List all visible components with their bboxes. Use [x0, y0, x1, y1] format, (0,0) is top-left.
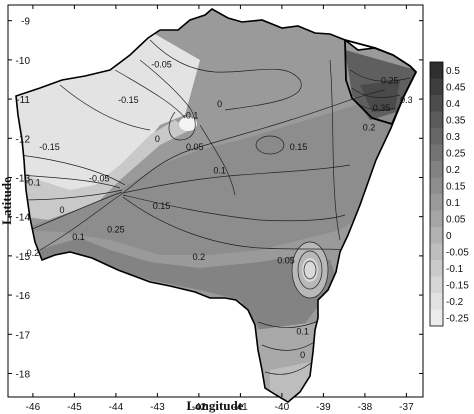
contour-label: 0.25 — [381, 75, 399, 85]
colorbar-swatch — [430, 78, 443, 95]
colorbar-swatch — [430, 243, 443, 260]
contour-label: 0.15 — [290, 142, 308, 152]
contour-label: 0.15 — [153, 201, 171, 211]
colorbar-tick-label: 0.35 — [446, 115, 466, 126]
contour-label: 0.05 — [277, 256, 295, 266]
contour-label: 0.2 — [27, 248, 40, 258]
colorbar-tick-label: 0.05 — [446, 214, 466, 225]
colorbar-tick-label: 0.4 — [446, 99, 460, 110]
colorbar-tick-label: -0.15 — [446, 280, 469, 291]
contour-label: 0.25 — [107, 224, 125, 234]
x-axis-label: Longitude — [186, 398, 243, 413]
y-tick-label: -9 — [21, 17, 30, 28]
colorbar-frame — [429, 61, 444, 327]
contour-label: -0.05 — [151, 60, 172, 70]
colorbar-swatch — [430, 161, 443, 178]
x-tick-label: -42 — [192, 402, 207, 413]
y-tick-label: -14 — [16, 213, 31, 224]
contour-label: 0 — [155, 134, 160, 144]
colorbar-swatch — [430, 276, 443, 293]
x-tick-label: -37 — [399, 402, 414, 413]
x-axis-ticks: -46 -45 -44 -43 -42 -41 -40 -39 -38 -37 — [26, 5, 414, 413]
colorbar-tick-label: 0.15 — [446, 181, 466, 192]
colorbar-tick-label: -0.25 — [446, 313, 469, 324]
colorbar-swatch — [430, 309, 443, 326]
colorbar-swatch — [430, 111, 443, 128]
contour-label: 0.2 — [363, 122, 376, 132]
y-tick-label: -10 — [16, 56, 31, 67]
contour-label: 0 — [300, 350, 305, 360]
contour-label: 0.1 — [296, 326, 309, 336]
colorbar-tick-label: -0.05 — [446, 247, 469, 258]
x-tick-label: -38 — [358, 402, 373, 413]
colorbar-tick-label: 0.3 — [446, 132, 460, 143]
colorbar-tick-label: -0.1 — [446, 264, 464, 275]
y-tick-label: -13 — [16, 173, 31, 184]
y-tick-label: -12 — [16, 134, 31, 145]
contour-label: -0.05 — [89, 173, 110, 183]
y-axis-label: Latitude — [0, 177, 14, 225]
contour-labels: -0.05 -0.15 -0.1 0 -0.15 0 0.05 0.1 0.15 0.2 -0.1 -… — [25, 60, 413, 360]
x-tick-label: -39 — [316, 402, 331, 413]
colorbar-swatch — [430, 62, 443, 79]
contour-label: -0.1 — [25, 177, 41, 187]
contour-label: 0.3 — [400, 95, 413, 105]
y-tick-label: -17 — [16, 330, 31, 341]
colorbar: 0.5 0.45 0.4 0.35 0.3 0.25 0.2 0.15 0.1 0.05 0 -0.0… — [429, 61, 469, 327]
colorbar-tick-label: -0.2 — [446, 297, 464, 308]
colorbar-tick-label: 0.1 — [446, 198, 460, 209]
contour-label: 0.35 — [373, 103, 391, 113]
colorbar-swatch — [430, 177, 443, 194]
colorbar-swatch — [430, 210, 443, 227]
colorbar-tick-label: 0 — [446, 231, 452, 242]
state-outline — [15, 8, 417, 403]
colorbar-swatch — [430, 128, 443, 145]
colorbar-swatch — [430, 194, 443, 211]
y-tick-label: -11 — [16, 95, 30, 106]
contour-label: 0 — [59, 205, 64, 215]
contour-label: -0.15 — [118, 95, 139, 105]
x-tick-label: -40 — [275, 402, 290, 413]
colorbar-tick-label: 0.5 — [446, 66, 460, 77]
x-tick-label: -45 — [67, 402, 82, 413]
contour-label: 0 — [217, 99, 222, 109]
x-tick-label: -43 — [150, 402, 165, 413]
colorbar-swatch — [430, 260, 443, 277]
colorbar-swatch — [430, 227, 443, 244]
colorbar-tick-label: 0.2 — [446, 165, 460, 176]
x-tick-label: -46 — [26, 402, 41, 413]
y-axis-ticks: -9 -10 -11 -12 -13 -14 -15 -16 -17 -18 — [8, 17, 423, 380]
contour-label: 0.05 — [186, 142, 204, 152]
contour-label: 0.1 — [213, 166, 226, 176]
y-tick-label: -18 — [16, 369, 31, 380]
colorbar-swatch — [430, 144, 443, 161]
y-tick-label: -16 — [16, 291, 31, 302]
colorbar-tick-label: 0.45 — [446, 82, 466, 93]
colorbar-tick-label: 0.25 — [446, 148, 466, 159]
neighbor-outline — [344, 38, 418, 126]
contour-label: -0.1 — [183, 111, 199, 121]
contour-label: 0.1 — [72, 232, 85, 242]
x-tick-label: -44 — [109, 402, 124, 413]
contour-label: 0.2 — [193, 252, 206, 262]
colorbar-swatch — [430, 95, 443, 112]
y-tick-label: -15 — [16, 252, 31, 263]
colorbar-swatch — [430, 293, 443, 310]
x-tick-label: -41 — [233, 402, 248, 413]
contour-label: -0.15 — [39, 142, 60, 152]
